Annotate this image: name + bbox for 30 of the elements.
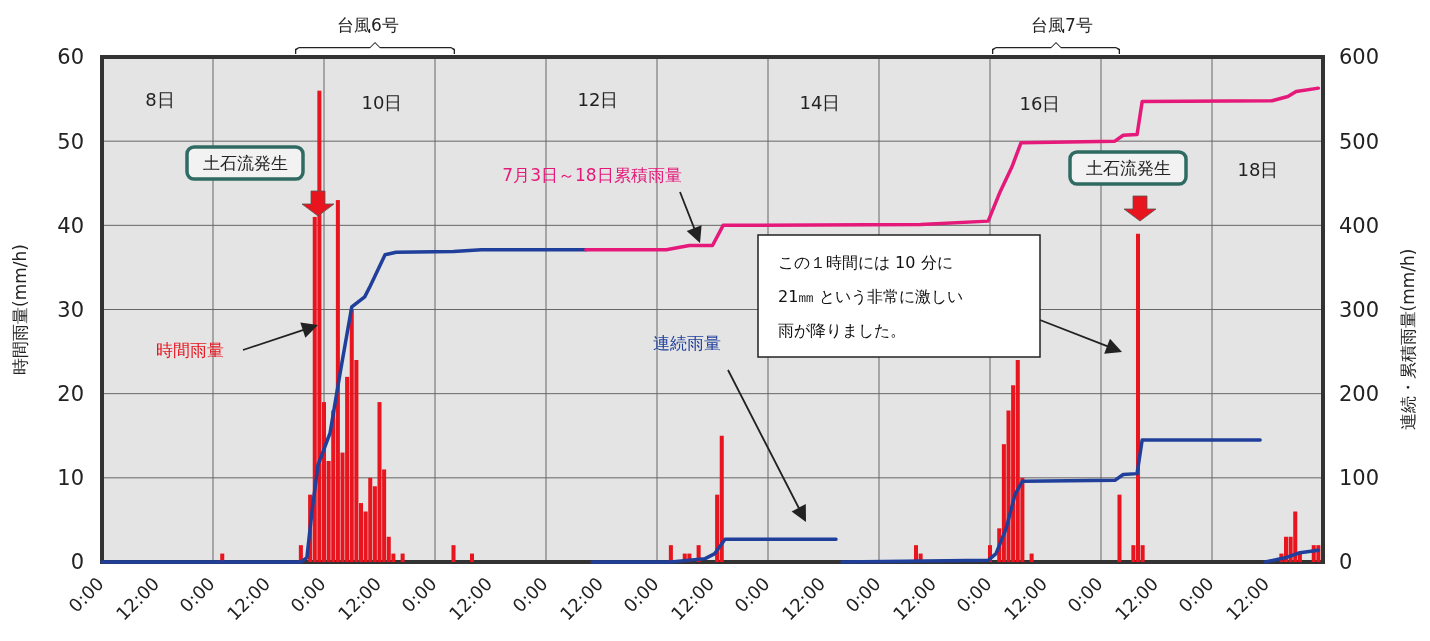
y2-tick-label: 200 xyxy=(1339,382,1380,407)
annotation: 8日 xyxy=(145,89,175,111)
y-tick-label: 20 xyxy=(57,382,84,407)
text: 7月3日～18日累積雨量 xyxy=(502,164,682,185)
y-tick-label: 60 xyxy=(57,45,84,70)
text: 台風7号 xyxy=(1031,14,1093,35)
y2-tick-label: 600 xyxy=(1339,45,1380,70)
y2-tick-label: 0 xyxy=(1339,550,1353,575)
y-tick-label: 40 xyxy=(57,213,84,238)
annotation: 16日 xyxy=(1019,93,1061,115)
annotation: 12日 xyxy=(577,89,619,111)
y2-tick-label: 500 xyxy=(1339,129,1380,154)
annotation: 14日 xyxy=(799,92,841,114)
y-tick-label: 0 xyxy=(70,550,84,575)
annotation: この１時間には 10 分に21㎜ という非常に激しい雨が降りました。 xyxy=(778,252,964,340)
y2-tick-label: 100 xyxy=(1339,466,1380,491)
y2-tick-label: 300 xyxy=(1339,297,1380,322)
y2-tick-label: 400 xyxy=(1339,213,1380,238)
annotation: 土石流発生 xyxy=(202,152,288,173)
text: 時間雨量 xyxy=(156,339,224,360)
y-axis-title: 時間雨量(mm/h) xyxy=(10,244,30,375)
annotation: 10日 xyxy=(361,92,403,114)
y-tick-label: 50 xyxy=(57,129,84,154)
annotation: 18日 xyxy=(1237,159,1279,181)
text: 連続雨量 xyxy=(653,332,721,353)
y-tick-label: 10 xyxy=(57,466,84,491)
y2-axis-title: 連続・累積雨量(mm/h) xyxy=(1398,248,1418,431)
annotation: 土石流発生 xyxy=(1085,157,1171,178)
text: 台風6号 xyxy=(337,14,399,35)
y-tick-label: 30 xyxy=(57,297,84,322)
